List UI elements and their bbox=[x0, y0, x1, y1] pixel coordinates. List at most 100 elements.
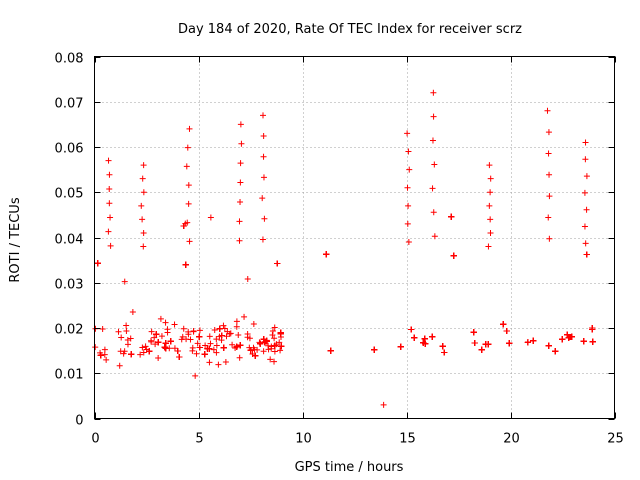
data-point bbox=[267, 356, 274, 363]
peak-point bbox=[236, 237, 243, 244]
peak-point bbox=[546, 171, 553, 178]
peak-point bbox=[238, 140, 245, 147]
data-point bbox=[271, 324, 278, 331]
data-point bbox=[187, 336, 194, 343]
y-tick-label: 0 bbox=[75, 414, 83, 429]
peak-point bbox=[486, 162, 493, 169]
data-point bbox=[124, 337, 131, 344]
data-point bbox=[247, 347, 254, 354]
x-tick-label: 0 bbox=[91, 432, 99, 447]
data-point bbox=[568, 333, 575, 340]
data-point bbox=[116, 362, 123, 369]
data-point bbox=[530, 337, 537, 344]
peak-point bbox=[260, 112, 267, 119]
data-point bbox=[471, 339, 478, 346]
data-point bbox=[213, 349, 220, 356]
peak-point bbox=[405, 239, 412, 246]
data-point bbox=[202, 342, 209, 349]
data-point bbox=[589, 326, 596, 333]
peak-point bbox=[259, 195, 266, 202]
peak-point bbox=[487, 175, 494, 182]
data-point bbox=[161, 344, 168, 351]
x-axis-label: GPS time / hours bbox=[295, 460, 404, 475]
peak-point bbox=[186, 125, 193, 132]
data-point bbox=[158, 333, 165, 340]
peak-point bbox=[406, 166, 413, 173]
peak-point bbox=[581, 189, 588, 196]
peak-point bbox=[260, 153, 267, 160]
peak-point bbox=[237, 121, 244, 128]
data-point bbox=[552, 348, 559, 355]
peak-point bbox=[140, 243, 147, 250]
peak-point bbox=[140, 189, 147, 196]
peak-point bbox=[183, 163, 190, 170]
data-point bbox=[193, 350, 200, 357]
data-point bbox=[101, 351, 108, 358]
peak-point bbox=[260, 174, 267, 181]
peak-point bbox=[581, 223, 588, 230]
peak-point bbox=[186, 238, 193, 245]
data-point bbox=[204, 345, 211, 352]
data-point bbox=[211, 326, 218, 333]
minimum-point bbox=[380, 401, 387, 408]
peak-point bbox=[405, 148, 412, 155]
peak-point bbox=[582, 156, 589, 163]
data-point bbox=[139, 344, 146, 351]
data-point bbox=[128, 351, 135, 358]
data-point bbox=[174, 347, 181, 354]
data-point bbox=[167, 338, 174, 345]
peak-point bbox=[431, 233, 438, 240]
data-point bbox=[237, 342, 244, 349]
peak-point bbox=[237, 160, 244, 167]
data-point bbox=[580, 338, 587, 345]
peak-point bbox=[582, 240, 589, 247]
peak-point bbox=[259, 236, 266, 243]
peak-point bbox=[105, 157, 112, 164]
data-point bbox=[180, 222, 187, 229]
grid-lines bbox=[94, 56, 615, 419]
peak-point bbox=[583, 206, 590, 213]
data-point bbox=[120, 350, 127, 357]
data-point bbox=[162, 319, 169, 326]
data-point bbox=[411, 334, 418, 341]
peak-point bbox=[140, 229, 147, 236]
data-point bbox=[371, 346, 378, 353]
peak-point bbox=[185, 182, 192, 189]
data-point bbox=[408, 326, 415, 333]
data-point bbox=[278, 343, 285, 350]
peak-point bbox=[260, 133, 267, 140]
data-point bbox=[271, 348, 278, 355]
data-point bbox=[148, 328, 155, 335]
data-point bbox=[478, 346, 485, 353]
data-point bbox=[176, 354, 183, 361]
peak-point bbox=[107, 242, 114, 249]
data-point bbox=[99, 326, 106, 333]
data-point bbox=[101, 346, 108, 353]
data-point bbox=[162, 345, 169, 352]
data-point bbox=[450, 252, 457, 259]
peak-point bbox=[486, 202, 493, 209]
data-point bbox=[271, 342, 278, 349]
peak-point bbox=[429, 137, 436, 144]
y-tick-label: 0.05 bbox=[55, 187, 84, 202]
peak-point bbox=[106, 171, 113, 178]
data-point bbox=[244, 334, 251, 341]
data-point bbox=[397, 343, 404, 350]
data-point bbox=[146, 348, 153, 355]
peak-point bbox=[184, 144, 191, 151]
peak-point bbox=[139, 175, 146, 182]
peak-point bbox=[404, 130, 411, 137]
data-point bbox=[224, 328, 231, 335]
data-point bbox=[222, 358, 229, 365]
data-point bbox=[157, 315, 164, 322]
data-point bbox=[236, 354, 243, 361]
data-point bbox=[233, 343, 240, 350]
y-tick-label: 0.06 bbox=[55, 142, 84, 157]
data-point bbox=[271, 358, 278, 365]
data-point bbox=[218, 332, 225, 339]
data-point bbox=[216, 325, 223, 332]
data-point bbox=[196, 344, 203, 351]
peak-point bbox=[487, 216, 494, 223]
data-point bbox=[545, 342, 552, 349]
data-point bbox=[500, 321, 507, 328]
